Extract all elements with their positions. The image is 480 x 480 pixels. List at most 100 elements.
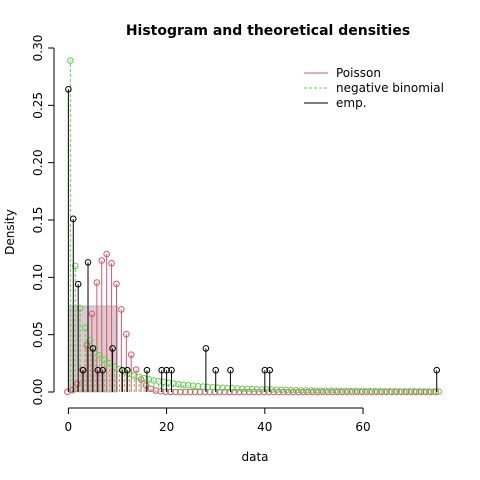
series-1-point-67 — [396, 388, 403, 395]
series-1-point-44 — [283, 386, 290, 394]
series-1-point-37 — [248, 385, 256, 393]
series-0-point-9 — [108, 259, 115, 267]
x-axis-label: data — [241, 450, 268, 464]
series-0-point-7 — [98, 257, 106, 264]
chart-title: Histogram and theoretical densities — [126, 23, 410, 39]
series-1-point-62 — [371, 387, 379, 395]
series-1-point-0 — [67, 57, 74, 64]
series-1-point-55 — [337, 387, 344, 395]
series-1-point-30 — [214, 384, 222, 391]
series-1-point-43 — [278, 386, 285, 394]
series-1-point-58 — [351, 387, 359, 395]
series-1-point-73 — [425, 388, 433, 395]
series-2-point-12 — [158, 366, 165, 374]
series-1-point-69 — [405, 388, 413, 395]
series-1-point-33 — [229, 385, 236, 392]
series-1-point-63 — [376, 388, 384, 395]
series-1-point-70 — [410, 388, 418, 395]
series-1-point-52 — [322, 387, 330, 395]
series-1-point-49 — [307, 387, 315, 394]
series-2-point-9 — [119, 366, 126, 374]
series-1-point-56 — [342, 387, 349, 395]
series-2-point-4 — [84, 259, 92, 266]
series-2-point-7 — [99, 366, 107, 374]
y-tick-label-3: 0.15 — [31, 207, 45, 234]
series-1-point-42 — [273, 386, 280, 394]
series-2-point-14 — [168, 366, 175, 374]
series-1-point-53 — [327, 387, 334, 395]
series-1-point-36 — [243, 385, 251, 393]
series-1-point-25 — [189, 382, 197, 390]
series-1-point-66 — [391, 388, 398, 395]
legend-label-2: emp. — [336, 96, 367, 110]
series-0-point-12 — [123, 330, 130, 338]
series-1-point-59 — [356, 387, 364, 395]
series-1-point-75 — [435, 388, 443, 395]
series-2-point-11 — [143, 366, 151, 374]
series-2-point-17 — [227, 366, 234, 374]
series-1-point-17 — [150, 377, 158, 384]
series-1-point-50 — [312, 387, 320, 394]
series-1-point-51 — [317, 387, 325, 395]
series-1-point-21 — [170, 380, 177, 387]
y-tick-label-4: 0.20 — [31, 149, 45, 176]
series-1-point-47 — [297, 387, 305, 394]
legend-label-1: negative binomial — [336, 81, 444, 95]
series-2-point-1 — [69, 215, 77, 223]
series-2-point-20 — [433, 366, 441, 374]
series-0-point-6 — [93, 279, 101, 286]
series-0-point-14 — [132, 366, 140, 373]
series-2-point-5 — [89, 345, 97, 352]
series-2-point-19 — [266, 366, 274, 374]
series-1-point-57 — [347, 387, 354, 395]
series-1-point-4 — [86, 337, 94, 344]
series-1-point-22 — [175, 381, 182, 388]
series-emp- — [65, 85, 441, 392]
series-layer — [64, 57, 443, 396]
series-2-point-13 — [163, 366, 170, 374]
series-0-point-11 — [118, 306, 125, 313]
series-2-point-8 — [109, 345, 116, 352]
series-1-point-38 — [253, 386, 261, 393]
y-tick-label-6: 0.30 — [31, 35, 45, 62]
x-tick-label-0: 0 — [65, 420, 73, 434]
series-2-point-16 — [212, 366, 220, 374]
series-1-point-35 — [238, 385, 246, 393]
axes-layer: 0 20 40 60 0.00 0.05 0.10 0.15 0.20 0.25 0.30 — [31, 35, 371, 434]
series-1-point-24 — [184, 382, 192, 389]
series-2-point-18 — [261, 366, 269, 374]
series-1-point-2 — [76, 304, 84, 312]
series-poisson — [64, 250, 440, 396]
series-negative-binomial — [67, 57, 443, 395]
series-2-point-0 — [65, 85, 72, 93]
series-1-point-61 — [366, 387, 374, 395]
series-1-point-28 — [204, 383, 212, 391]
series-1-point-1 — [71, 262, 79, 270]
y-tick-label-1: 0.05 — [31, 321, 45, 348]
series-1-point-68 — [401, 388, 408, 395]
y-tick-label-5: 0.25 — [31, 92, 45, 119]
x-tick-label-2: 40 — [257, 420, 272, 434]
series-1-point-34 — [234, 385, 241, 392]
legend-label-0: Poisson — [336, 66, 381, 80]
series-1-point-54 — [332, 387, 339, 395]
series-1-point-64 — [381, 388, 388, 395]
x-tick-label-3: 60 — [355, 420, 370, 434]
series-1-point-5 — [91, 345, 99, 352]
series-1-point-46 — [292, 386, 300, 394]
series-1-point-26 — [194, 382, 202, 390]
series-1-point-31 — [219, 384, 226, 392]
series-2-point-3 — [79, 366, 87, 374]
series-1-point-72 — [420, 388, 428, 395]
series-1-point-41 — [268, 386, 276, 394]
series-2-point-15 — [202, 345, 210, 352]
series-0-point-10 — [113, 280, 120, 288]
x-tick-label-1: 20 — [159, 420, 174, 434]
y-tick-label-0: 0.00 — [31, 379, 45, 406]
series-2-point-10 — [124, 366, 131, 374]
series-2-point-2 — [74, 280, 82, 288]
y-axis-label: Density — [3, 209, 17, 255]
series-1-point-16 — [145, 376, 153, 383]
